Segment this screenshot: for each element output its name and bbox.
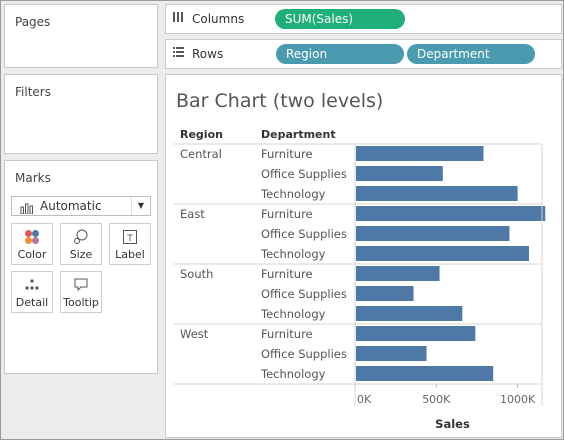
color-card[interactable]: Color: [11, 223, 53, 265]
department-label: Furniture: [261, 147, 313, 161]
department-header: Department: [261, 128, 336, 141]
region-pill[interactable]: Region: [276, 44, 404, 64]
columns-label: Columns: [192, 11, 245, 26]
size-card-label: Size: [69, 248, 93, 261]
department-pill[interactable]: Department: [407, 44, 535, 64]
bar-chart: Region Department Central Furniture Office S…: [174, 128, 546, 431]
tooltip-card-label: Tooltip: [63, 296, 99, 309]
pages-title: Pages: [15, 15, 51, 29]
department-label: Office Supplies: [261, 167, 347, 181]
tooltip-icon: [61, 277, 101, 293]
columns-shelf[interactable]: Columns SUM(Sales): [165, 4, 562, 34]
rows-shelf[interactable]: Rows Region Department: [165, 39, 562, 69]
rows-label: Rows: [192, 46, 224, 61]
bar: [356, 186, 518, 201]
bar: [356, 346, 427, 361]
color-card-label: Color: [17, 248, 47, 261]
bar: [356, 366, 494, 381]
rows-shelf-label-wrap: Rows: [172, 46, 223, 61]
department-label: Technology: [260, 307, 326, 321]
bar: [356, 306, 463, 321]
detail-icon: [12, 277, 52, 293]
region-label: West: [180, 327, 209, 341]
region-header: Region: [180, 128, 223, 141]
region-label: South: [180, 267, 213, 281]
department-label: Office Supplies: [261, 287, 347, 301]
label-icon: T: [110, 229, 150, 245]
tooltip-card[interactable]: Tooltip: [60, 271, 102, 313]
tick-label: 1000K: [500, 393, 536, 406]
pages-panel[interactable]: Pages: [4, 4, 158, 68]
detail-card-label: Detail: [15, 296, 49, 309]
department-label: Office Supplies: [261, 227, 347, 241]
marks-title: Marks: [15, 171, 51, 185]
bar-chart-icon: [20, 201, 34, 219]
department-label: Technology: [260, 367, 326, 381]
department-label: Technology: [260, 187, 326, 201]
detail-card[interactable]: Detail: [11, 271, 53, 313]
x-axis-label: Sales: [435, 417, 470, 431]
chevron-down-icon[interactable]: ▼: [131, 197, 150, 215]
bar: [356, 206, 546, 221]
bar: [356, 326, 476, 341]
department-label: Furniture: [261, 207, 313, 221]
bar: [356, 226, 510, 241]
region-label: Central: [180, 147, 222, 161]
viz-area: Bar Chart (two levels) Region Department C…: [165, 74, 562, 438]
chart-title: Bar Chart (two levels): [176, 90, 384, 112]
mark-type-dropdown[interactable]: Automatic ▼: [11, 196, 151, 216]
sum-sales-pill[interactable]: SUM(Sales): [275, 9, 405, 29]
filters-panel[interactable]: Filters: [4, 74, 158, 154]
bar: [356, 166, 443, 181]
label-card-label: Label: [115, 248, 145, 261]
tick-label: 500K: [422, 393, 451, 406]
columns-icon: [172, 11, 184, 26]
bar: [356, 266, 440, 281]
department-label: Office Supplies: [261, 347, 347, 361]
department-label: Furniture: [261, 327, 313, 341]
region-label: East: [180, 207, 205, 221]
size-icon: [61, 229, 101, 245]
svg-text:T: T: [126, 234, 133, 244]
size-card[interactable]: Size: [60, 223, 102, 265]
department-label: Technology: [260, 247, 326, 261]
tick-label: 0K: [357, 393, 372, 406]
mark-type-value: Automatic: [40, 199, 102, 213]
rows-icon: [172, 46, 184, 61]
color-icon: [12, 229, 52, 245]
label-card[interactable]: T Label: [109, 223, 151, 265]
columns-shelf-label-wrap: Columns: [172, 11, 244, 26]
department-label: Furniture: [261, 267, 313, 281]
bar: [356, 286, 414, 301]
bar: [356, 146, 484, 161]
filters-title: Filters: [15, 85, 51, 99]
marks-panel: Marks Automatic ▼ Color Size T Label Det…: [4, 160, 158, 374]
bar: [356, 246, 529, 261]
